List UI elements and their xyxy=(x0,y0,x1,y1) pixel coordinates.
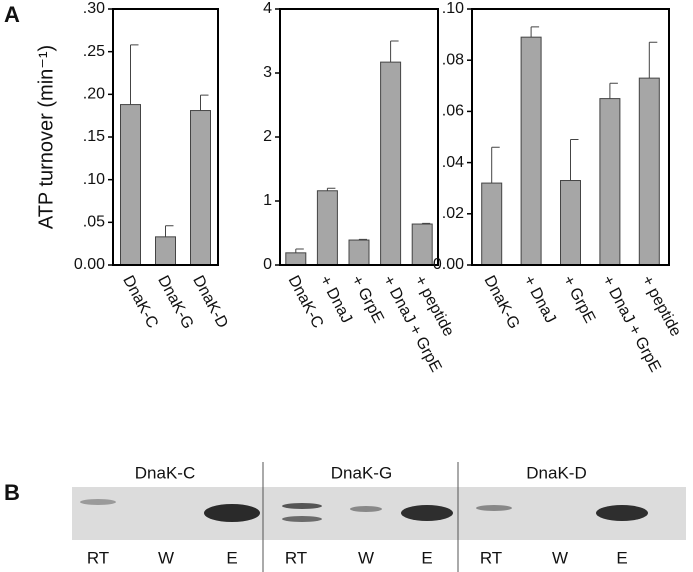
y-tick-label: .20 xyxy=(83,86,105,103)
error-bar xyxy=(130,44,139,105)
bar xyxy=(316,190,338,266)
plot-frame xyxy=(471,8,670,266)
lane-label: RT xyxy=(285,548,307,567)
lane-label: E xyxy=(421,548,432,567)
panel-label: B xyxy=(4,480,20,505)
y-tick-label: .25 xyxy=(83,43,105,60)
gel-image xyxy=(72,462,686,572)
error-bar xyxy=(295,248,304,253)
y-tick-label: .05 xyxy=(83,214,105,231)
sample-label: DnaK-D xyxy=(526,463,586,482)
y-tick-label: .15 xyxy=(83,128,105,145)
bar xyxy=(411,223,433,266)
lane-label: E xyxy=(226,548,237,567)
bar xyxy=(348,239,370,266)
y-tick-label: 4 xyxy=(263,0,272,17)
lane-label: RT xyxy=(87,548,109,567)
y-tick-label: 3 xyxy=(263,64,272,81)
y-axis-title: ATP turnover (min⁻¹) xyxy=(35,45,57,229)
error-bar xyxy=(421,222,431,225)
lane-label: W xyxy=(158,548,174,567)
y-tick-label: 2 xyxy=(263,128,272,145)
bar xyxy=(560,180,581,266)
error-bar xyxy=(326,187,336,191)
y-tick-label: 0.00 xyxy=(433,256,464,273)
bar xyxy=(285,252,307,266)
bar xyxy=(155,236,176,266)
x-tick-label: + DnaJ xyxy=(520,273,559,326)
x-tick-label: DnaK-G xyxy=(480,273,522,332)
sample-label: DnaK-G xyxy=(331,463,392,482)
y-tick-label: .02 xyxy=(442,205,464,222)
error-bar xyxy=(609,82,618,99)
lane-label: E xyxy=(616,548,627,567)
y-tick-label: 1 xyxy=(263,192,272,209)
plot-frame xyxy=(279,8,439,266)
panel-label: A xyxy=(4,2,20,27)
bar xyxy=(520,36,542,266)
error-bar xyxy=(358,238,367,241)
lane-label: W xyxy=(552,548,568,567)
error-bar xyxy=(530,26,540,38)
x-tick-label: + peptide xyxy=(638,273,684,340)
y-tick-label: .06 xyxy=(442,103,464,120)
y-tick-label: .10 xyxy=(442,0,464,17)
lane-label: W xyxy=(358,548,374,567)
plot-frame xyxy=(112,8,219,266)
bar xyxy=(638,77,660,266)
y-tick-label: .08 xyxy=(442,51,464,68)
y-tick-label: 0.00 xyxy=(74,256,105,273)
y-tick-label: 0 xyxy=(263,256,272,273)
bar xyxy=(380,61,402,266)
bar xyxy=(120,104,141,266)
error-bar xyxy=(200,94,209,111)
error-bar xyxy=(570,139,579,181)
bar xyxy=(599,98,621,266)
lane-label: RT xyxy=(480,548,502,567)
y-tick-label: .04 xyxy=(442,154,464,171)
y-tick-label: .30 xyxy=(83,0,105,17)
error-bar xyxy=(491,146,500,184)
bar xyxy=(481,182,503,266)
error-bar xyxy=(648,41,658,79)
bar xyxy=(190,110,211,266)
x-tick-label: + GrpE xyxy=(559,273,598,326)
y-tick-label: .10 xyxy=(83,171,105,188)
error-bar xyxy=(390,40,399,63)
sample-label: DnaK-C xyxy=(135,463,195,482)
error-bar xyxy=(165,225,174,237)
